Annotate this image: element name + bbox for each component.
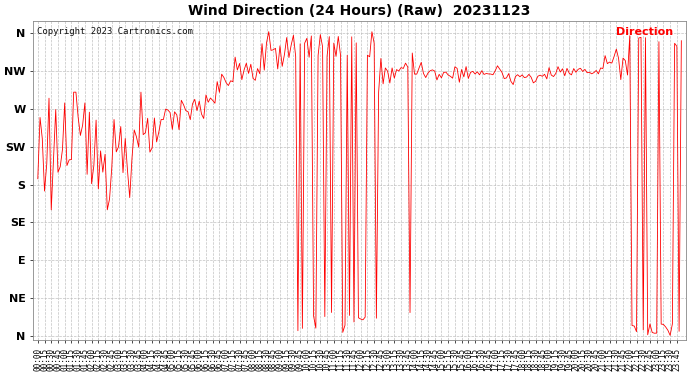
Text: Direction: Direction	[615, 27, 673, 37]
Text: Copyright 2023 Cartronics.com: Copyright 2023 Cartronics.com	[37, 27, 193, 36]
Title: Wind Direction (24 Hours) (Raw)  20231123: Wind Direction (24 Hours) (Raw) 20231123	[188, 4, 531, 18]
